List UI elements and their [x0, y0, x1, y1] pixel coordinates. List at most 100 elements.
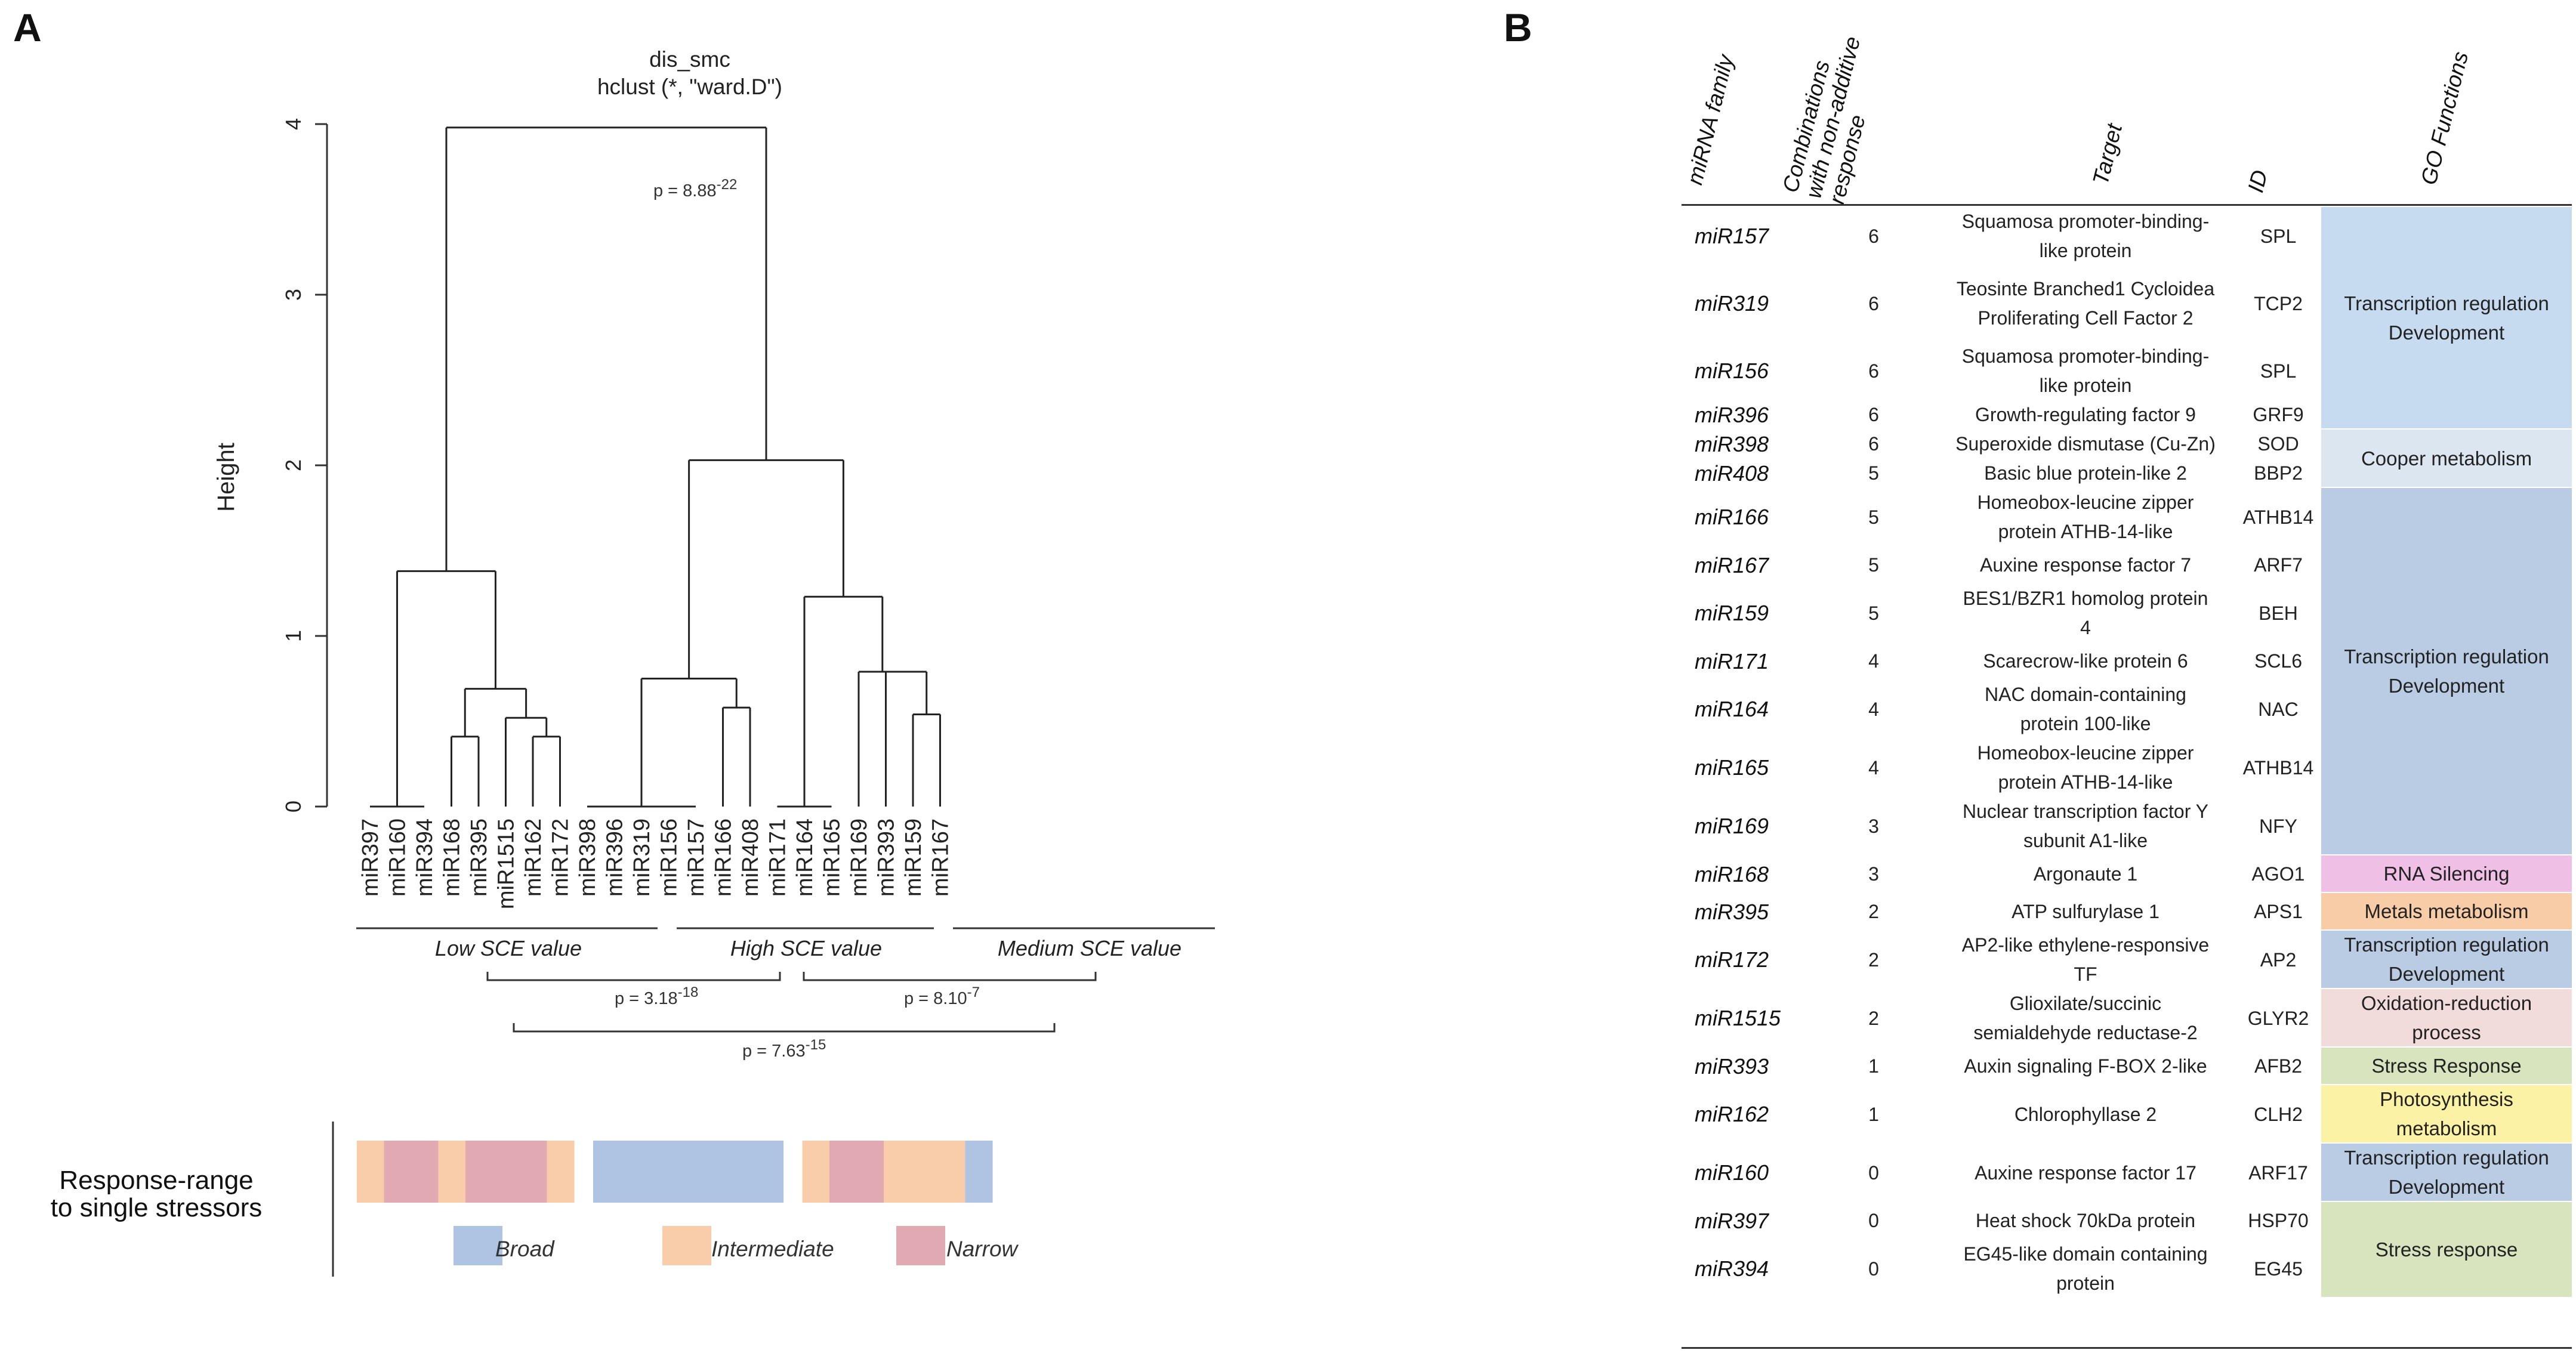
dendrogram-branches [370, 126, 941, 808]
go-function-line1: Stress Response [2371, 1055, 2522, 1077]
comparison-brackets [486, 972, 1097, 1033]
leaf-labels: miR397 miR160 miR394 miR168 miR395 miR1515 miR… [358, 818, 954, 909]
go-function-block: Metals metabolism [2321, 893, 2572, 929]
header-go-functions: GO Functions [2416, 49, 2473, 187]
cell-id: ARF17 [2248, 1162, 2308, 1184]
table-row: miR396 6 Growth-regulating factor 9 GRF9 [1671, 400, 2576, 430]
chart-title-line1: dis_smc [649, 47, 730, 72]
cell-mirna-family: miR396 [1695, 403, 1769, 427]
response-cell-intermediate [438, 1141, 466, 1203]
cell-combinations: 0 [1868, 1258, 1879, 1280]
go-function-line2: Development [2388, 321, 2505, 344]
go-function-line2: metabolism [2396, 1117, 2497, 1139]
cell-id: APS1 [2254, 901, 2303, 922]
cell-target-line2: TF [2074, 963, 2097, 985]
header-mirna-family: miRNA family [1682, 52, 1738, 187]
go-function-line1: Metals metabolism [2364, 900, 2529, 922]
leaf-label: miR395 [467, 818, 492, 897]
cell-target: Chlorophyllase 2 [1933, 1085, 2238, 1144]
table-row: miR162 1 Chlorophyllase 2 CLH2 [1671, 1085, 2576, 1144]
chart-title-line2: hclust (*, "ward.D") [597, 75, 782, 99]
leaf-label: miR394 [412, 818, 437, 897]
leaf-label: miR159 [901, 818, 926, 897]
legend-swatch-broad [454, 1226, 502, 1265]
cell-target-line1: Auxin signaling F-BOX 2-like [1964, 1055, 2207, 1077]
cell-target-line1: AP2-like ethylene-responsive [1961, 934, 2210, 956]
cell-id: HSP70 [2248, 1210, 2309, 1231]
table-row: miR398 6 Superoxide dismutase (Cu-Zn) SOD [1671, 430, 2576, 459]
go-function-block: Transcription regulation Development [2321, 207, 2572, 428]
go-function-line1: Photosynthesis [2380, 1088, 2513, 1110]
response-cell-broad [647, 1141, 675, 1203]
go-function-line1: Transcription regulation [2344, 1147, 2549, 1169]
cell-mirna-family: miR160 [1695, 1160, 1769, 1185]
cell-target-line2: semialdehyde reductase-2 [1973, 1022, 2198, 1043]
go-function-line1: Cooper metabolism [2361, 447, 2532, 469]
go-function-line1: RNA Silencing [2383, 863, 2510, 885]
cell-target-line2: protein ATHB-14-like [1998, 771, 2173, 793]
go-function-block: Transcription regulation Development [2321, 1144, 2572, 1201]
cell-target-line1: Scarecrow-like protein 6 [1983, 650, 2188, 672]
table-row: miR393 1 Auxin signaling F-BOX 2-like AFB2 [1671, 1048, 2576, 1085]
cell-id: AFB2 [2254, 1055, 2303, 1077]
y-tick-label: 1 [281, 630, 306, 642]
cell-target: Basic blue protein-like 2 [1933, 459, 2238, 488]
cell-target: BES1/BZR1 homolog protein 4 [1933, 584, 2238, 642]
cell-combinations: 2 [1868, 949, 1879, 971]
go-function-block: Oxidation-reduction process [2321, 989, 2572, 1046]
cell-target-line2: Proliferating Cell Factor 2 [1977, 307, 2194, 329]
go-function-block: Photosynthesis metabolism [2321, 1085, 2572, 1142]
cell-target-line2: protein [2056, 1272, 2115, 1294]
leaf-label: miR319 [630, 818, 655, 897]
cell-target: AP2-like ethylene-responsive TF [1933, 931, 2238, 989]
cell-target: Homeobox-leucine zipper protein ATHB-14-l… [1933, 488, 2238, 546]
cell-target: Teosinte Branched1 Cycloidea Proliferatin… [1933, 265, 2238, 342]
cell-target-line2: protein ATHB-14-like [1998, 521, 2173, 542]
response-label-line2: to single stressors [51, 1193, 263, 1222]
leaf-label: miR160 [385, 818, 411, 897]
cell-mirna-family: miR166 [1695, 505, 1769, 529]
cell-target-line1: Chlorophyllase 2 [2014, 1103, 2157, 1125]
cell-target-line1: EG45-like domain containing [1963, 1243, 2208, 1265]
cell-combinations: 3 [1868, 815, 1879, 837]
cell-target: Superoxide dismutase (Cu-Zn) [1933, 430, 2238, 459]
cell-mirna-family: miR1515 [1695, 1006, 1781, 1030]
go-function-block: Stress response [2321, 1202, 2572, 1297]
cell-target-line1: NAC domain-containing [1985, 684, 2186, 705]
cell-combinations: 1 [1868, 1104, 1879, 1125]
table-bottom-rule [1682, 1347, 2572, 1349]
table-top-rule [1682, 204, 2572, 206]
response-cell-broad [729, 1141, 757, 1203]
cell-id: SOD [2257, 433, 2299, 455]
go-function-block: Transcription regulation Development [2321, 488, 2572, 854]
cell-target-line1: Superoxide dismutase (Cu-Zn) [1955, 433, 2216, 455]
response-cell-broad [756, 1141, 784, 1203]
response-cell-broad [620, 1141, 648, 1203]
cell-mirna-family: miR157 [1695, 224, 1769, 248]
cell-mirna-family: miR165 [1695, 755, 1769, 780]
leaf-label: miR397 [358, 818, 383, 897]
cell-target: Nuclear transcription factor Y subunit A1… [1933, 797, 2238, 855]
cell-target-line1: Basic blue protein-like 2 [1984, 462, 2187, 484]
cell-target-line1: ATP sulfurylase 1 [2012, 901, 2159, 922]
y-axis: 0 1 2 3 4 [281, 118, 328, 813]
cell-mirna-family: miR156 [1695, 359, 1769, 383]
go-function-line2: Development [2388, 1176, 2505, 1198]
go-function-line2: process [2412, 1021, 2481, 1043]
cell-mirna-family: miR397 [1695, 1209, 1769, 1233]
cell-target: Auxine response factor 17 [1933, 1144, 2238, 1202]
go-function-line1: Transcription regulation [2344, 934, 2549, 956]
pvalue-low-med: p = 7.63-15 [742, 1037, 826, 1061]
cell-combinations: 0 [1868, 1210, 1879, 1231]
mirna-target-table: miRNA family Combinations with non-addit… [1671, 0, 2576, 1353]
group-label-low: Low SCE value [435, 936, 582, 960]
cell-target-line1: Heat shock 70kDa protein [1975, 1210, 2196, 1231]
go-function-block: Stress Response [2321, 1048, 2572, 1084]
cell-mirna-family: miR394 [1695, 1256, 1769, 1281]
response-cell-narrow [829, 1141, 857, 1203]
pvalue-low-high: p = 3.18-18 [615, 984, 698, 1008]
table-row: miR157 6 Squamosa promoter-binding-like pr… [1671, 207, 2576, 265]
go-function-block: Cooper metabolism [2321, 430, 2572, 487]
cell-target-line2: 4 [2080, 617, 2091, 638]
cell-combinations: 1 [1868, 1055, 1879, 1077]
